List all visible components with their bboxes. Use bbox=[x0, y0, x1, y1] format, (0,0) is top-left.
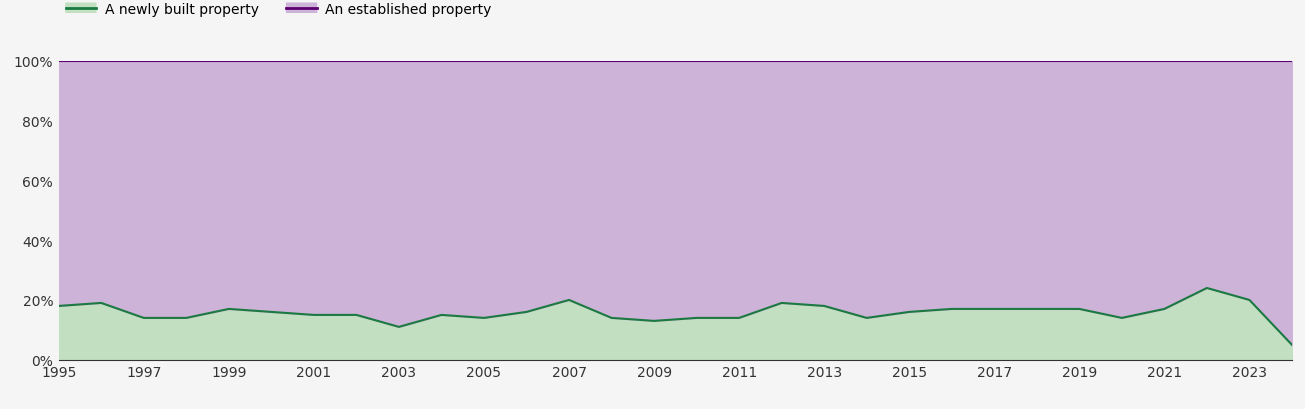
Legend: A newly built property, An established property: A newly built property, An established p… bbox=[65, 2, 492, 16]
